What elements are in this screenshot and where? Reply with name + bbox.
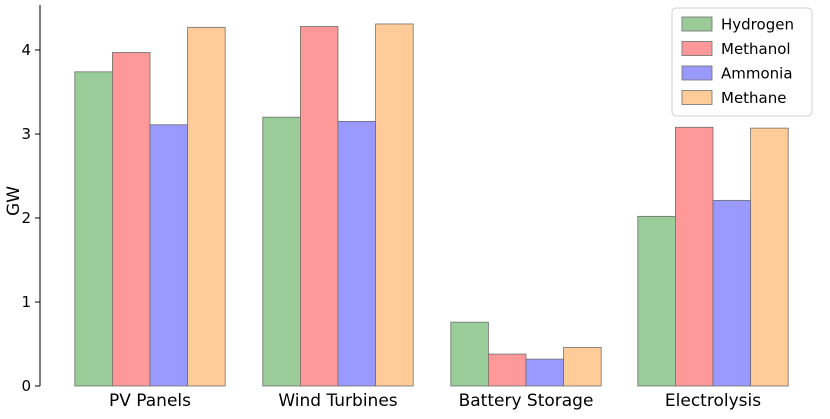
legend-swatch-methanol	[681, 41, 713, 56]
legend-label-ammonia: Ammonia	[721, 65, 793, 83]
x-tick-label-pv-panels: PV Panels	[109, 391, 191, 411]
bar-battery-storage-hydrogen	[450, 321, 489, 387]
y-tick-label-0: 0	[21, 377, 31, 395]
bar-wind-turbines-hydrogen	[262, 116, 301, 387]
legend-swatch-ammonia	[681, 65, 713, 81]
bar-pv-panels-methane	[187, 26, 226, 387]
bar-wind-turbines-methane	[375, 23, 414, 387]
bar-electrolysis-methanol	[675, 126, 714, 387]
x-tick-label-electrolysis: Electrolysis	[665, 391, 761, 411]
y-tick-label-2: 2	[21, 209, 31, 227]
bar-electrolysis-methane	[750, 127, 789, 387]
bar-wind-turbines-ammonia	[337, 121, 376, 387]
y-ticks: 0 1 2 3 4	[21, 41, 40, 395]
legend-frame	[671, 7, 813, 117]
bar-pv-panels-ammonia	[149, 124, 188, 387]
bar-wind-turbines-methanol	[299, 26, 339, 387]
axes-layer: 0 1 2 3 4 PV Panels Wind Turbines Battery Stor…	[4, 5, 761, 411]
y-axis-label: GW	[4, 186, 24, 216]
bar-battery-storage-methane	[563, 346, 602, 387]
bar-battery-storage-methanol	[487, 353, 527, 387]
y-tick-label-1: 1	[21, 293, 31, 311]
legend: Hydrogen Methanol Ammonia Methane	[671, 7, 813, 117]
bars-layer	[74, 23, 789, 387]
legend-swatch-methane	[681, 90, 713, 105]
legend-swatch-hydrogen	[681, 16, 713, 32]
bar-pv-panels-hydrogen	[74, 71, 113, 387]
y-tick-label-4: 4	[21, 41, 31, 59]
bar-electrolysis-ammonia	[712, 199, 751, 387]
legend-label-methane: Methane	[721, 89, 787, 107]
x-tick-label-battery-storage: Battery Storage	[459, 391, 594, 411]
legend-label-hydrogen: Hydrogen	[721, 16, 794, 34]
x-tick-label-wind-turbines: Wind Turbines	[278, 391, 397, 411]
bar-battery-storage-ammonia	[525, 358, 564, 387]
legend-label-methanol: Methanol	[721, 40, 791, 58]
bar-electrolysis-hydrogen	[637, 215, 676, 387]
x-ticks: PV Panels Wind Turbines Battery Storage Ele…	[109, 391, 761, 411]
bar-pv-panels-methanol	[112, 52, 151, 387]
y-tick-label-3: 3	[21, 125, 31, 143]
